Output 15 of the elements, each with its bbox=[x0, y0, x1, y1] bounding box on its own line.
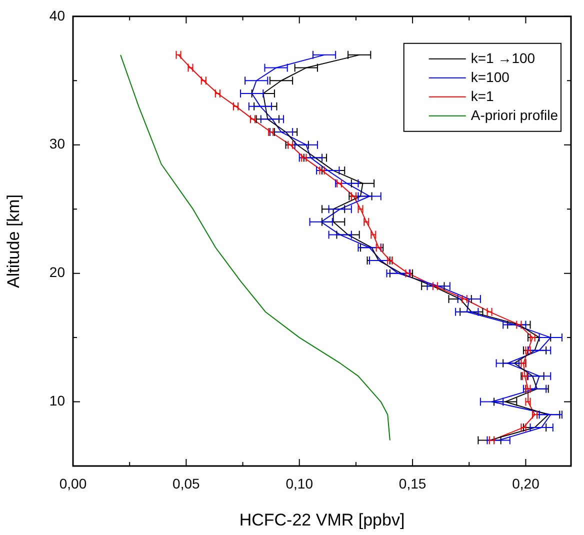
x-tick-label: 0,10 bbox=[286, 475, 314, 492]
legend-label: k=1 bbox=[470, 88, 494, 104]
legend-label: k=1 →100 bbox=[470, 50, 536, 66]
x-tick-label: 0,00 bbox=[59, 475, 87, 492]
x-axis-title: HCFC-22 VMR [ppbv] bbox=[239, 510, 405, 530]
y-tick-label: 40 bbox=[49, 7, 66, 24]
y-tick-label: 10 bbox=[49, 392, 66, 409]
y-axis-title: Altitude [km] bbox=[4, 194, 23, 288]
x-tick-label: 0,20 bbox=[512, 475, 540, 492]
x-tick-label: 0,15 bbox=[398, 475, 426, 492]
legend-label: k=100 bbox=[470, 68, 510, 85]
y-tick-label: 20 bbox=[49, 264, 66, 280]
legend-label: A-priori profile bbox=[470, 106, 558, 123]
y-tick-label: 30 bbox=[49, 136, 66, 152]
x-tick-label: 0,05 bbox=[172, 475, 200, 492]
